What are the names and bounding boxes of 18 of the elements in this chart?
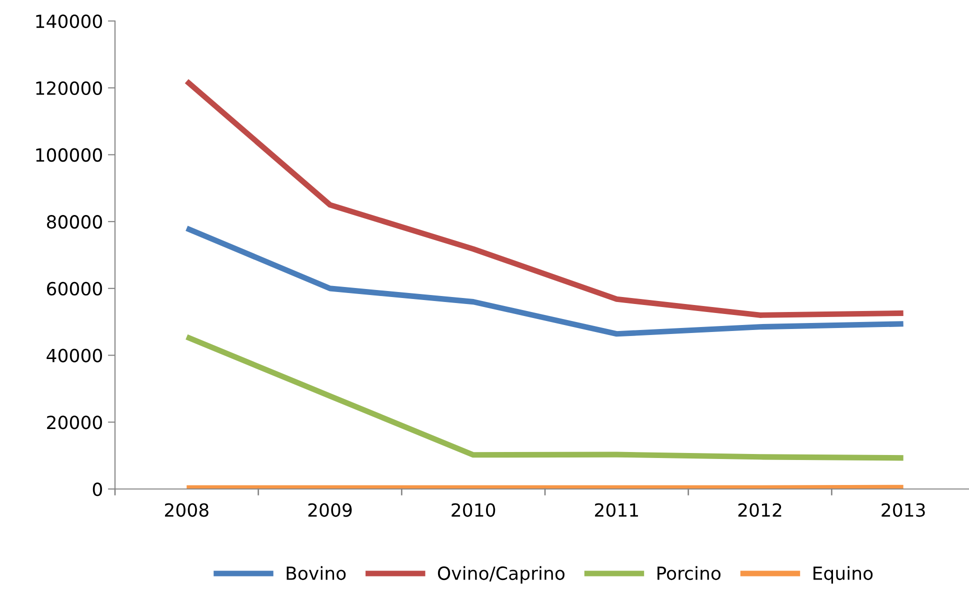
x-tick-label: 2009 (308, 503, 352, 517)
y-tick-label: 0 (92, 482, 102, 496)
x-tick-label: 2011 (595, 503, 638, 517)
y-tick-label: 60000 (47, 282, 102, 296)
y-tick-label: 20000 (47, 416, 102, 430)
y-tick-label: 100000 (36, 148, 102, 162)
legend-label: Porcino (658, 566, 721, 580)
y-tick-label: 120000 (36, 81, 102, 95)
x-tick-label: 2012 (738, 503, 782, 517)
legend-label: Equino (814, 566, 873, 584)
y-tick-label: 140000 (36, 14, 102, 28)
legend-label: Ovino/Caprino (438, 566, 564, 584)
legend-label: Bovino (286, 566, 346, 580)
x-tick-label: 2010 (452, 503, 496, 517)
x-tick-label: 2008 (165, 503, 208, 517)
y-tick-label: 40000 (46, 348, 102, 362)
x-tick-label: 2013 (882, 503, 925, 517)
y-tick-label: 80000 (46, 215, 102, 229)
